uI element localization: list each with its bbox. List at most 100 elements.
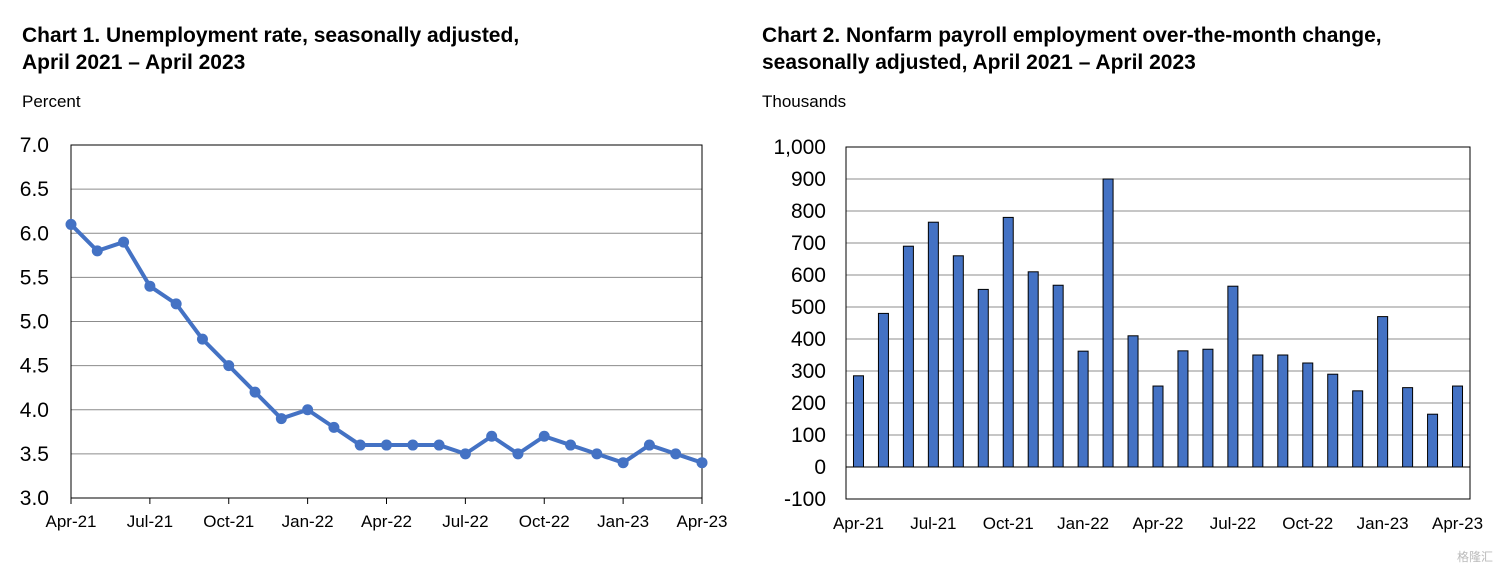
chart1-data-point xyxy=(249,386,261,398)
chart2-bar xyxy=(977,288,989,468)
chart2-x-tick-label: Jul-21 xyxy=(910,514,956,533)
chart1-x-tick-label: Oct-21 xyxy=(203,512,254,531)
chart1-data-point xyxy=(643,439,655,451)
chart1-data-point xyxy=(617,457,629,469)
chart2-bar xyxy=(1152,385,1164,468)
chart2-bar xyxy=(877,312,889,468)
chart2-bar xyxy=(852,375,864,468)
chart2-bar xyxy=(1252,354,1264,468)
chart2-bar xyxy=(1302,362,1314,468)
chart1-title-line1: Chart 1. Unemployment rate, seasonally a… xyxy=(22,24,520,47)
chart1-x-tick-label: Jul-22 xyxy=(442,512,488,531)
chart2-bar xyxy=(1377,316,1389,468)
chart1-data-point xyxy=(196,333,208,345)
chart1-data-point xyxy=(144,280,156,292)
chart2-x-tick-label: Jul-22 xyxy=(1210,514,1256,533)
chart2-bar xyxy=(1402,387,1414,468)
chart2-title: Chart 2. Nonfarm payroll employment over… xyxy=(762,22,1382,76)
chart2-bar xyxy=(1452,385,1464,468)
chart2-x-tick-label: Jan-22 xyxy=(1057,514,1109,533)
chart1-x-tick-label: Apr-21 xyxy=(45,512,96,531)
chart2-y-tick-label: 800 xyxy=(791,200,826,223)
chart1-y-tick-label: 4.0 xyxy=(20,399,49,422)
chart1-y-tick-label: 4.5 xyxy=(20,355,49,378)
chart2-bar xyxy=(1277,354,1289,468)
chart2-bar xyxy=(1002,216,1014,468)
chart1-data-point xyxy=(591,448,603,460)
chart1-x-tick-label: Apr-22 xyxy=(361,512,412,531)
chart1-y-tick-label: 5.0 xyxy=(20,311,49,334)
chart1-data-point xyxy=(538,430,550,442)
chart1-y-tick-label: 3.0 xyxy=(20,487,49,510)
chart2-y-tick-label: 1,000 xyxy=(773,136,826,159)
chart1-data-point xyxy=(118,236,130,248)
chart2-bar xyxy=(1052,284,1064,468)
chart2-bar xyxy=(1327,373,1339,468)
chart1-x-tick-label: Jan-23 xyxy=(597,512,649,531)
chart2-bar xyxy=(952,255,964,468)
chart2-bar xyxy=(1102,178,1114,468)
chart2-x-tick-label: Apr-23 xyxy=(1432,514,1483,533)
chart1-data-point xyxy=(459,448,471,460)
chart2-bar xyxy=(1127,335,1139,468)
chart1-y-unit-label: Percent xyxy=(22,92,81,111)
chart1-data-point xyxy=(170,298,182,310)
chart2-bar xyxy=(1227,285,1239,468)
chart1-data-point xyxy=(223,360,235,372)
chart1-series-line xyxy=(69,223,703,465)
chart1-data-point xyxy=(65,218,77,230)
chart1-data-point xyxy=(354,439,366,451)
chart2-y-unit-label: Thousands xyxy=(762,92,847,111)
chart2-bar xyxy=(1202,348,1214,468)
chart2-y-tick-label: 500 xyxy=(791,296,826,319)
chart1-x-tick-label: Oct-22 xyxy=(519,512,570,531)
chart1-data-point xyxy=(381,439,392,451)
chart2-y-tick-label: 900 xyxy=(791,168,826,191)
chart2-y-tick-label: 200 xyxy=(791,392,826,415)
chart1-x-tick-label: Jul-21 xyxy=(127,512,173,531)
chart1-data-point xyxy=(302,404,314,416)
chart1-y-tick-label: 7.0 xyxy=(20,134,49,157)
chart2-y-tick-label: 400 xyxy=(791,328,826,351)
chart1-y-tick-label: 6.5 xyxy=(20,178,49,201)
watermark: 格隆汇 xyxy=(1456,550,1493,564)
chart1-x-tick-label: Jan-22 xyxy=(282,512,334,531)
chart1-data-point xyxy=(407,439,419,451)
chart2-y-tick-label: 100 xyxy=(791,424,826,447)
chart2-x-tick-label: Apr-22 xyxy=(1132,514,1183,533)
chart2-bar xyxy=(1427,413,1439,468)
chart1-data-point xyxy=(565,439,577,451)
chart2-y-tick-label: 600 xyxy=(791,264,826,287)
chart1-data-point xyxy=(433,439,445,451)
chart2-bar xyxy=(1077,350,1089,468)
chart2-title-line1: Chart 2. Nonfarm payroll employment over… xyxy=(762,24,1382,47)
chart2-plot-frame xyxy=(845,146,1471,500)
chart1-data-point xyxy=(275,413,287,425)
chart2-bar xyxy=(902,245,914,468)
chart2-x-tick-label: Oct-21 xyxy=(983,514,1034,533)
chart1-y-tick-label: 6.0 xyxy=(20,222,49,245)
chart1-data-point xyxy=(670,448,682,460)
chart2-x-tick-label: Oct-22 xyxy=(1282,514,1333,533)
chart2-y-tick-label: 300 xyxy=(791,360,826,383)
chart2-y-tick-label: -100 xyxy=(784,488,826,511)
chart2-x-tick-label: Apr-21 xyxy=(833,514,884,533)
chart2-bar xyxy=(1177,350,1189,468)
chart2-bar xyxy=(927,221,939,468)
chart2-bar xyxy=(1352,390,1364,468)
chart2-x-tick-label: Jan-23 xyxy=(1357,514,1409,533)
chart2-y-tick-label: 700 xyxy=(791,232,826,255)
chart1-x-tick-label: Apr-23 xyxy=(676,512,727,531)
chart1-title: Chart 1. Unemployment rate, seasonally a… xyxy=(22,22,519,76)
chart1-data-point xyxy=(696,457,708,469)
chart1-data-point xyxy=(328,421,340,433)
chart1-y-tick-label: 3.5 xyxy=(20,443,49,466)
chart1-y-tick-label: 5.5 xyxy=(20,266,49,289)
chart1-data-point xyxy=(486,430,498,442)
chart1-data-point xyxy=(91,245,103,257)
chart2-bar xyxy=(1027,271,1039,468)
chart2-y-tick-label: 0 xyxy=(814,456,826,479)
chart2-title-line2: seasonally adjusted, April 2021 – April … xyxy=(762,51,1196,74)
chart1-data-point xyxy=(512,448,524,460)
